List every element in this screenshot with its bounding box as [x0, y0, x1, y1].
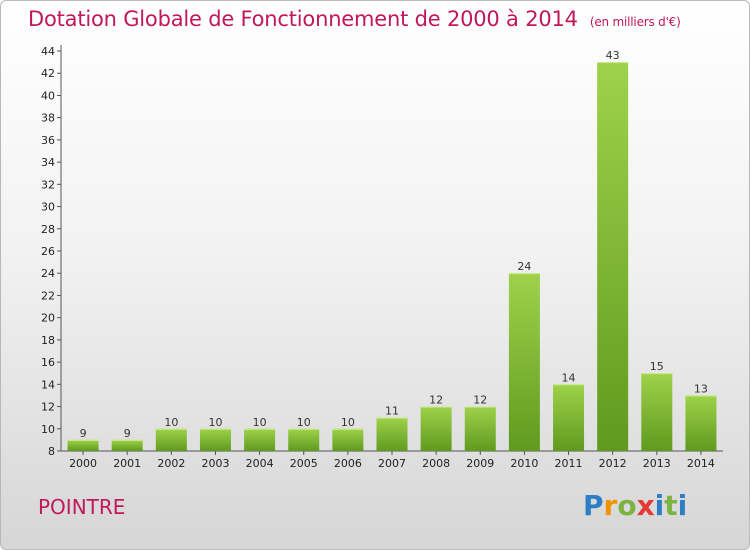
bar-top-edge — [199, 428, 231, 430]
bar-2008 — [420, 406, 452, 451]
y-tick-label: 26 — [41, 245, 55, 258]
x-tick-label: 2006 — [334, 457, 362, 470]
x-tick-label: 2002 — [157, 457, 185, 470]
chart-unit: (en milliers d'€) — [589, 15, 681, 29]
y-tick-label: 22 — [41, 289, 55, 302]
bar-top-edge — [111, 439, 143, 441]
data-label-2003: 10 — [208, 416, 222, 429]
y-tick-label: 24 — [41, 267, 55, 280]
bar-top-edge — [553, 384, 585, 386]
chart-title: Dotation Globale de Fonctionnement de 20… — [28, 7, 681, 31]
data-label-2000: 9 — [80, 427, 87, 440]
y-tick-label: 16 — [41, 356, 55, 369]
proxiti-logo: Proxiti — [583, 489, 687, 522]
x-tick-label: 2000 — [69, 457, 97, 470]
logo-letter: r — [603, 489, 618, 522]
data-label-2002: 10 — [164, 416, 178, 429]
x-tick-label: 2008 — [422, 457, 450, 470]
y-tick-label: 12 — [41, 401, 55, 414]
bar-top-edge — [597, 62, 629, 64]
data-labels: 9 9 10 10 10 10 10 11 12 12 24 14 43 15 13 — [80, 49, 708, 440]
logo-letter: i — [677, 489, 688, 522]
bar-top-edge — [67, 439, 99, 441]
x-tick-label: 2010 — [510, 457, 538, 470]
bar-2011 — [553, 384, 585, 451]
data-label-2001: 9 — [124, 427, 131, 440]
x-tick-label: 2001 — [113, 457, 141, 470]
bar-top-edge — [376, 417, 408, 419]
x-tick-label: 2003 — [201, 457, 229, 470]
bar-top-edge — [244, 428, 276, 430]
y-tick-label: 14 — [41, 378, 55, 391]
bar-top-edge — [685, 395, 717, 397]
data-label-2011: 14 — [562, 371, 576, 384]
data-label-2012: 43 — [606, 49, 620, 62]
data-label-2006: 10 — [341, 416, 355, 429]
logo-letter: P — [583, 489, 604, 522]
bar-2001 — [111, 439, 143, 451]
axes: 8 10 12 14 16 18 20 22 24 26 28 30 32 34 36 38 40 42 44 200… — [41, 45, 723, 470]
bar-2003 — [199, 428, 231, 451]
bars — [67, 62, 717, 451]
logo-letter: o — [617, 489, 637, 522]
bar-2000 — [67, 439, 99, 451]
logo-letter: i — [654, 489, 665, 522]
bar-top-edge — [332, 428, 364, 430]
data-label-2013: 15 — [650, 360, 664, 373]
y-tick-label: 32 — [41, 178, 55, 191]
x-tick-label: 2011 — [555, 457, 583, 470]
bar-top-edge — [641, 373, 673, 375]
bar-2006 — [332, 428, 364, 451]
data-label-2004: 10 — [253, 416, 267, 429]
bar-2002 — [155, 428, 187, 451]
x-tick-label: 2004 — [246, 457, 274, 470]
y-tick-label: 20 — [41, 312, 55, 325]
bar-2012 — [597, 62, 629, 451]
x-tick-label: 2005 — [290, 457, 318, 470]
data-label-2009: 12 — [473, 394, 487, 407]
bar-2004 — [244, 428, 276, 451]
bar-2010 — [508, 273, 540, 451]
logo-letter: x — [636, 489, 655, 522]
y-tick-label: 38 — [41, 112, 55, 125]
y-tick-label: 10 — [41, 423, 55, 436]
bar-2013 — [641, 373, 673, 451]
data-label-2007: 11 — [385, 405, 399, 418]
x-tick-label: 2007 — [378, 457, 406, 470]
x-tick-label: 2014 — [687, 457, 715, 470]
bar-top-edge — [420, 406, 452, 408]
y-tick-label: 34 — [41, 156, 55, 169]
x-tick-label: 2009 — [466, 457, 494, 470]
y-tick-label: 28 — [41, 223, 55, 236]
y-tick-label: 36 — [41, 134, 55, 147]
logo-letter: t — [664, 489, 678, 522]
x-tick-label: 2012 — [599, 457, 627, 470]
data-label-2008: 12 — [429, 394, 443, 407]
y-tick-label: 44 — [41, 45, 55, 58]
y-tick-label: 8 — [48, 445, 55, 458]
bar-2014 — [685, 395, 717, 451]
x-tick-label: 2013 — [643, 457, 671, 470]
bar-2007 — [376, 417, 408, 451]
data-label-2005: 10 — [297, 416, 311, 429]
bar-top-edge — [508, 273, 540, 275]
y-tick-label: 40 — [41, 89, 55, 102]
bar-top-edge — [155, 428, 187, 430]
chart-title-text: Dotation Globale de Fonctionnement de 20… — [28, 7, 578, 31]
bar-top-edge — [288, 428, 320, 430]
y-tick-label: 30 — [41, 201, 55, 214]
bar-2005 — [288, 428, 320, 451]
bar-top-edge — [464, 406, 496, 408]
data-label-2014: 13 — [694, 382, 708, 395]
bar-2009 — [464, 406, 496, 451]
commune-name: POINTRE — [38, 495, 126, 519]
y-tick-label: 42 — [41, 67, 55, 80]
data-label-2010: 24 — [517, 260, 531, 273]
y-tick-label: 18 — [41, 334, 55, 347]
